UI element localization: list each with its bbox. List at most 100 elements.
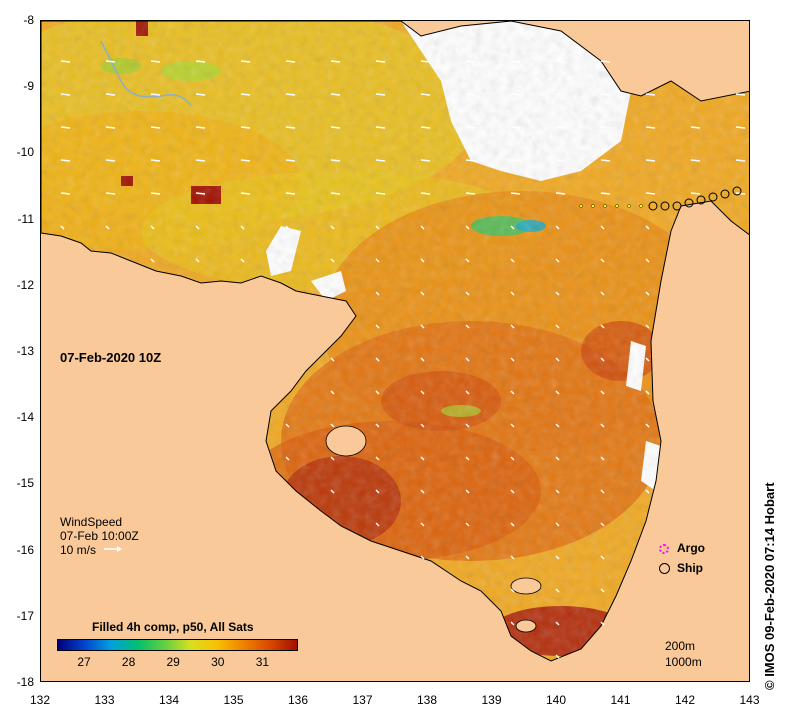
wind-arrow: [375, 357, 380, 362]
wind-arrow: [510, 159, 521, 162]
wind-arrow: [465, 456, 470, 461]
wind-arrow: [510, 456, 515, 461]
wind-arrow: [330, 357, 335, 362]
wind-arrow: [330, 291, 335, 296]
wind-arrow: [555, 225, 560, 230]
wind-arrow: [420, 258, 425, 263]
lon-label: 140: [545, 693, 567, 707]
wind-arrow: [555, 126, 566, 129]
wind-arrow: [510, 489, 515, 494]
wind-arrow: [240, 93, 251, 96]
lon-label: 139: [481, 693, 502, 707]
wind-arrow: [375, 159, 386, 162]
wind-arrow: [285, 258, 290, 263]
wind-arrow: [735, 159, 746, 162]
wind-arrow: [420, 126, 431, 129]
wind-arrow: [240, 126, 251, 129]
wind-arrow: [60, 159, 71, 162]
wind-arrow: [645, 258, 650, 263]
wind-arrow: [690, 192, 701, 195]
wind-arrow: [645, 225, 650, 230]
wind-arrow: [465, 225, 470, 230]
wind-arrow: [555, 93, 566, 96]
wind-arrow: [600, 60, 611, 63]
wind-scale-arrow-icon: [104, 546, 122, 552]
wind-arrow: [105, 60, 116, 63]
wind-arrow: [465, 291, 470, 296]
wind-arrow: [510, 258, 515, 263]
wind-arrow: [150, 60, 161, 63]
wind-arrow: [60, 192, 71, 195]
wind-arrow: [330, 225, 335, 230]
wind-arrow: [555, 423, 560, 428]
wind-arrow: [60, 225, 65, 230]
ship-position-marker: [627, 204, 631, 208]
wind-arrow: [420, 324, 425, 329]
wind-arrow: [555, 291, 560, 296]
wind-arrow: [645, 291, 650, 296]
lat-label: -11: [17, 211, 34, 226]
wind-arrow: [465, 258, 470, 263]
wind-arrow: [600, 522, 605, 527]
wind-arrow: [330, 60, 341, 63]
lat-label: -15: [16, 476, 34, 491]
lat-label: -17: [16, 608, 34, 623]
argo-legend-label: Argo: [677, 541, 705, 555]
lon-label: 134: [158, 693, 180, 707]
ship-position-marker: [639, 204, 643, 208]
wind-arrow: [420, 390, 425, 395]
wind-arrow: [420, 192, 431, 195]
ship-position-marker: [579, 204, 583, 208]
lon-label: 141: [610, 693, 631, 707]
wind-arrow: [510, 522, 515, 527]
wind-arrow: [465, 423, 470, 428]
wind-arrow: [510, 555, 515, 560]
wind-arrow: [510, 291, 515, 296]
wind-arrow: [375, 93, 386, 96]
wind-arrow: [600, 126, 611, 129]
lat-label: -10: [16, 145, 34, 160]
lon-label: 137: [352, 693, 373, 707]
wind-arrow: [240, 258, 245, 263]
wind-arrow: [285, 225, 290, 230]
wind-arrow: [195, 225, 200, 230]
wind-arrow: [465, 60, 476, 63]
wind-arrow: [330, 126, 341, 129]
ship-legend-label: Ship: [677, 561, 703, 575]
wind-arrow: [195, 192, 206, 195]
wind-arrow: [600, 357, 605, 362]
ship-position-marker: [696, 195, 706, 205]
wind-arrow: [555, 159, 566, 162]
wind-arrow: [645, 324, 650, 329]
wind-arrow: [105, 225, 110, 230]
wind-time: 07-Feb 10:00Z: [60, 529, 139, 543]
wind-arrow: [240, 192, 251, 195]
wind-arrow: [555, 654, 560, 659]
wind-arrow: [465, 357, 470, 362]
wind-arrow: [420, 423, 425, 428]
wind-arrow: [555, 390, 560, 395]
island: [515, 619, 537, 633]
wind-arrow: [330, 192, 341, 195]
wind-arrow: [375, 258, 380, 263]
wind-arrow: [555, 555, 560, 560]
wind-arrow: [60, 60, 71, 63]
wind-arrow: [240, 225, 245, 230]
wind-arrow: [420, 555, 425, 560]
lat-label: -8: [23, 13, 34, 27]
wind-arrow: [510, 390, 515, 395]
wind-arrow: [195, 60, 206, 63]
wind-arrow: [645, 93, 656, 96]
ship-position-marker: [648, 201, 658, 211]
wind-arrow: [375, 456, 380, 461]
wind-arrow: [285, 126, 296, 129]
map-frame: [40, 20, 750, 682]
wind-arrow: [510, 93, 521, 96]
wind-arrow: [420, 93, 431, 96]
ship-position-marker: [708, 192, 718, 202]
wind-arrow: [600, 192, 611, 195]
wind-arrow: [600, 225, 605, 230]
wind-arrow: [555, 357, 560, 362]
lon-label: 143: [739, 693, 760, 707]
wind-arrow: [285, 93, 296, 96]
